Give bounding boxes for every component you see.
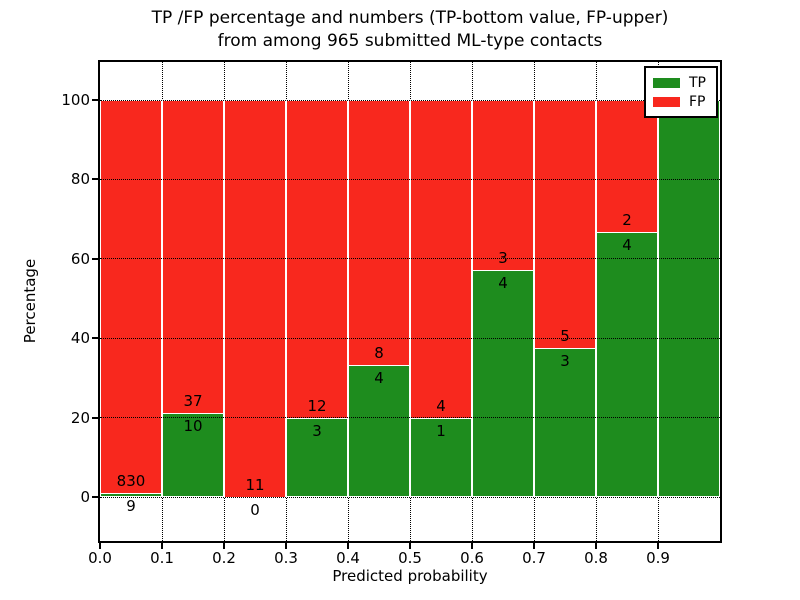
tp-count-label: 9 xyxy=(126,496,136,515)
legend-swatch-tp xyxy=(653,77,680,88)
bar-segment-tp xyxy=(286,417,348,497)
h-gridline xyxy=(100,337,720,339)
x-tick xyxy=(471,542,473,549)
bar-segment-fp xyxy=(100,100,162,493)
y-tick xyxy=(92,178,99,181)
legend-row: TP xyxy=(653,73,709,92)
bar-segment-tp xyxy=(410,417,472,497)
bar-segment-fp xyxy=(472,100,534,271)
y-tick-label: 0 xyxy=(80,488,90,506)
y-axis-label: Percentage xyxy=(21,258,39,344)
plot-area: 83093710110123844134532415 xyxy=(100,62,720,541)
x-tick-label: 0.2 xyxy=(212,549,236,567)
tp-count-label: 1 xyxy=(436,421,446,440)
legend: TP FP xyxy=(644,66,718,118)
y-tick-label: 20 xyxy=(70,408,90,427)
x-tick-label: 0.1 xyxy=(150,549,174,567)
fp-count-label: 12 xyxy=(307,396,327,415)
tp-count-label: 4 xyxy=(622,236,632,255)
bar-segment-tp xyxy=(348,364,410,497)
x-tick xyxy=(409,542,411,549)
bar-segment-fp xyxy=(348,100,410,365)
x-tick xyxy=(99,542,101,549)
y-tick xyxy=(92,416,99,419)
bar-segment-tp xyxy=(472,270,534,497)
h-gridline xyxy=(100,496,720,498)
bar-segment-fp xyxy=(534,100,596,349)
legend-label-fp: FP xyxy=(689,93,706,110)
x-tick-label: 0.6 xyxy=(460,549,484,567)
x-tick xyxy=(223,542,225,549)
x-tick xyxy=(595,542,597,549)
fp-count-label: 37 xyxy=(183,391,203,410)
legend-swatch-fp xyxy=(653,96,680,107)
tp-count-label: 4 xyxy=(498,274,508,293)
x-tick xyxy=(285,542,287,549)
fp-count-label: 11 xyxy=(245,476,265,494)
legend-label-tp: TP xyxy=(689,74,706,91)
tp-count-label: 3 xyxy=(560,352,570,371)
fp-count-label: 4 xyxy=(436,396,446,415)
x-tick-label: 0.0 xyxy=(88,549,112,567)
h-gridline xyxy=(100,417,720,419)
bar-segment-tp xyxy=(100,492,162,497)
chart-title-line2: from among 965 submitted ML-type contact… xyxy=(217,31,603,51)
fp-count-label: 5 xyxy=(560,327,570,346)
x-tick-label: 0.9 xyxy=(646,549,670,567)
y-tick-label: 60 xyxy=(70,249,90,268)
x-tick xyxy=(347,542,349,549)
tp-count-label: 4 xyxy=(374,368,384,387)
bar-segment-fp xyxy=(224,100,286,497)
h-gridline xyxy=(100,99,720,101)
tp-count-label: 0 xyxy=(250,501,260,519)
x-tick-label: 0.3 xyxy=(274,549,298,567)
fp-count-label: 2 xyxy=(622,211,632,230)
tp-count-label: 10 xyxy=(183,416,203,435)
bar-segment-fp xyxy=(162,100,224,413)
x-tick xyxy=(657,542,659,549)
tp-count-label: 3 xyxy=(312,421,322,440)
y-tick-label: 40 xyxy=(70,329,90,348)
y-tick xyxy=(92,257,99,260)
h-gridline xyxy=(100,178,720,180)
bar-segment-tp xyxy=(162,412,224,497)
x-tick-label: 0.8 xyxy=(584,549,608,567)
y-tick xyxy=(92,337,99,340)
x-tick-label: 0.4 xyxy=(336,549,360,567)
x-tick xyxy=(533,542,535,549)
bar-segment-tp xyxy=(596,232,658,497)
chart-title-line1: TP /FP percentage and numbers (TP-bottom… xyxy=(151,8,669,28)
x-tick-label: 0.5 xyxy=(398,549,422,567)
y-tick-label: 100 xyxy=(61,91,90,109)
y-tick xyxy=(92,99,99,101)
h-gridline xyxy=(100,258,720,260)
x-tick-label: 0.7 xyxy=(522,549,546,567)
y-tick xyxy=(92,496,99,498)
fp-count-label: 830 xyxy=(116,471,146,490)
y-tick-label: 80 xyxy=(70,170,90,189)
legend-row: FP xyxy=(653,92,709,111)
fp-count-label: 3 xyxy=(498,249,508,268)
x-axis-label: Predicted probability xyxy=(332,567,488,585)
bar-segment-tp xyxy=(534,348,596,497)
bar-segment-tp xyxy=(658,100,720,497)
bar-segment-fp xyxy=(596,100,658,233)
x-tick xyxy=(161,542,163,549)
fp-count-label: 8 xyxy=(374,343,384,362)
